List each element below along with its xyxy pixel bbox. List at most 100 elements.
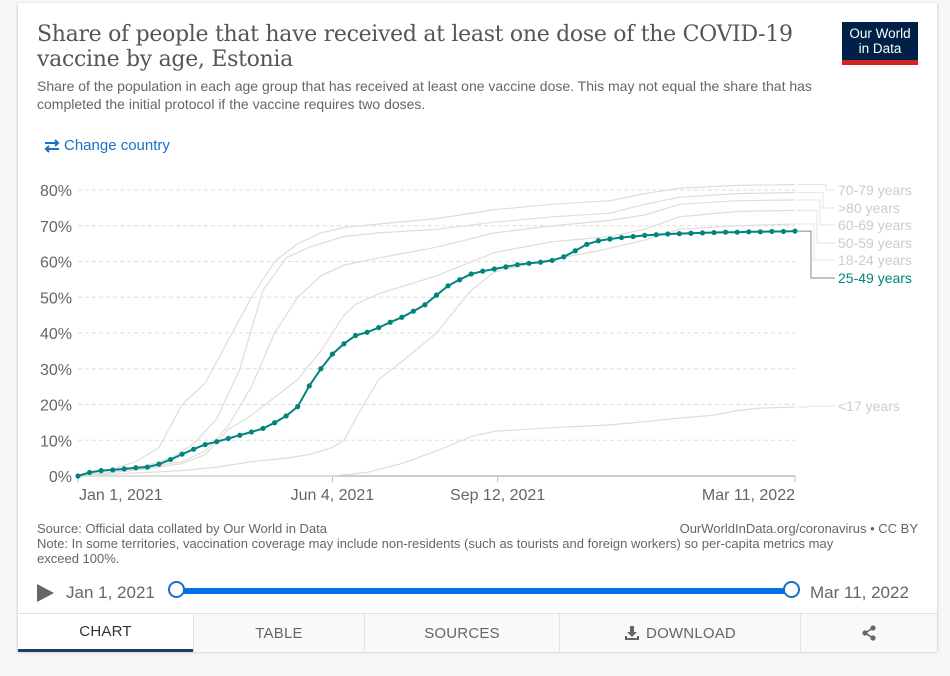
data-point[interactable]: [699, 230, 706, 236]
data-point[interactable]: [295, 404, 301, 410]
data-point[interactable]: [214, 439, 220, 445]
logo-line-2: in Data: [858, 41, 902, 56]
data-point[interactable]: [98, 468, 104, 474]
series-line-18-24-years[interactable]: [77, 223, 796, 477]
y-tick-label: 70%: [40, 219, 72, 236]
tab-download-label: DOWNLOAD: [646, 624, 736, 642]
data-point[interactable]: [561, 254, 567, 260]
timeline-start-handle[interactable]: [168, 581, 185, 598]
legend-label-17-years[interactable]: <17 years: [838, 398, 900, 414]
legend-connector: [797, 209, 835, 244]
series-line-60-69-years[interactable]: [77, 199, 796, 477]
series-line-70-79-years[interactable]: [77, 184, 796, 477]
data-point[interactable]: [329, 351, 336, 357]
data-point[interactable]: [688, 230, 694, 236]
data-point[interactable]: [711, 229, 717, 236]
data-point[interactable]: [630, 233, 636, 240]
data-point[interactable]: [537, 259, 544, 265]
chart-title: Share of people that have received at le…: [37, 22, 793, 72]
legend-label-18-24-years[interactable]: 18-24 years: [838, 252, 912, 268]
data-point[interactable]: [676, 231, 682, 237]
data-point[interactable]: [480, 268, 486, 274]
data-point[interactable]: [491, 266, 497, 272]
data-point[interactable]: [352, 332, 359, 339]
data-point[interactable]: [780, 228, 787, 235]
tab-download[interactable]: DOWNLOAD: [559, 614, 800, 652]
data-point[interactable]: [248, 429, 255, 435]
tab-bar: CHART TABLE SOURCES DOWNLOAD: [18, 613, 937, 652]
data-point[interactable]: [318, 366, 324, 372]
data-point[interactable]: [202, 441, 208, 448]
series-line-17-years[interactable]: [78, 406, 796, 477]
data-point[interactable]: [792, 228, 798, 234]
data-point[interactable]: [433, 292, 440, 298]
note-text: Note: In some territories, vaccination c…: [37, 536, 834, 566]
data-point[interactable]: [526, 260, 532, 266]
data-point[interactable]: [167, 456, 174, 463]
owid-logo[interactable]: Our World in Data: [842, 22, 918, 65]
chart-subtitle: Share of the population in each age grou…: [37, 78, 812, 112]
data-point[interactable]: [445, 283, 451, 289]
legend-connector: [797, 223, 835, 261]
legend-label-60-69-years[interactable]: 60-69 years: [838, 217, 912, 233]
data-point[interactable]: [283, 413, 289, 419]
data-point[interactable]: [757, 229, 763, 235]
data-point[interactable]: [156, 461, 162, 467]
data-point[interactable]: [410, 308, 416, 314]
timeline-track[interactable]: [176, 588, 791, 594]
data-point[interactable]: [723, 229, 729, 235]
data-point[interactable]: [387, 319, 393, 325]
data-point[interactable]: [607, 236, 613, 242]
data-point[interactable]: [341, 341, 347, 347]
data-point[interactable]: [572, 248, 578, 254]
play-icon[interactable]: [37, 584, 54, 602]
data-point[interactable]: [225, 435, 231, 442]
data-point[interactable]: [191, 446, 197, 452]
data-point[interactable]: [399, 314, 405, 320]
change-country-button[interactable]: Change country: [43, 137, 170, 154]
data-point[interactable]: [422, 302, 428, 308]
tab-sources[interactable]: SOURCES: [364, 614, 559, 652]
data-point[interactable]: [549, 257, 555, 264]
source-url-link[interactable]: OurWorldInData.org/coronavirus • CC BY: [679, 521, 918, 536]
tab-table[interactable]: TABLE: [193, 614, 364, 652]
data-point[interactable]: [457, 277, 463, 283]
tab-chart[interactable]: CHART: [18, 614, 193, 652]
data-point[interactable]: [144, 464, 150, 470]
data-point[interactable]: [653, 232, 659, 238]
data-point[interactable]: [260, 425, 266, 432]
timeline-end-handle[interactable]: [783, 581, 800, 598]
data-point[interactable]: [595, 238, 602, 244]
data-point[interactable]: [769, 228, 775, 235]
data-point[interactable]: [642, 232, 648, 239]
data-point[interactable]: [746, 229, 752, 235]
series-line-25-49-years[interactable]: [77, 230, 796, 477]
legend-label-50-59-years[interactable]: 50-59 years: [838, 235, 912, 251]
tab-share[interactable]: [800, 614, 937, 652]
series-line-50-59-years[interactable]: [77, 209, 796, 477]
data-point[interactable]: [271, 420, 278, 426]
legend-label-70-79-years[interactable]: 70-79 years: [838, 182, 912, 198]
data-point[interactable]: [665, 231, 671, 237]
data-point[interactable]: [75, 473, 81, 479]
data-point[interactable]: [514, 262, 521, 268]
data-point[interactable]: [110, 467, 116, 473]
data-point[interactable]: [364, 329, 370, 335]
data-point[interactable]: [306, 383, 312, 389]
data-point[interactable]: [86, 469, 93, 476]
data-point[interactable]: [584, 241, 590, 247]
series-line-80-years[interactable]: [77, 191, 796, 477]
data-point[interactable]: [133, 465, 139, 471]
data-point[interactable]: [734, 229, 740, 235]
data-point[interactable]: [376, 325, 382, 331]
legend-label-25-49-years[interactable]: 25-49 years: [838, 270, 912, 286]
x-tick-label: Sep 12, 2021: [450, 487, 545, 504]
data-point[interactable]: [468, 271, 474, 277]
legend-label-80-years[interactable]: >80 years: [838, 200, 900, 216]
data-point[interactable]: [503, 264, 509, 270]
data-point[interactable]: [179, 451, 185, 457]
data-point[interactable]: [618, 234, 625, 241]
tab-sources-label: SOURCES: [424, 624, 500, 642]
data-point[interactable]: [237, 432, 243, 438]
data-point[interactable]: [121, 466, 127, 472]
